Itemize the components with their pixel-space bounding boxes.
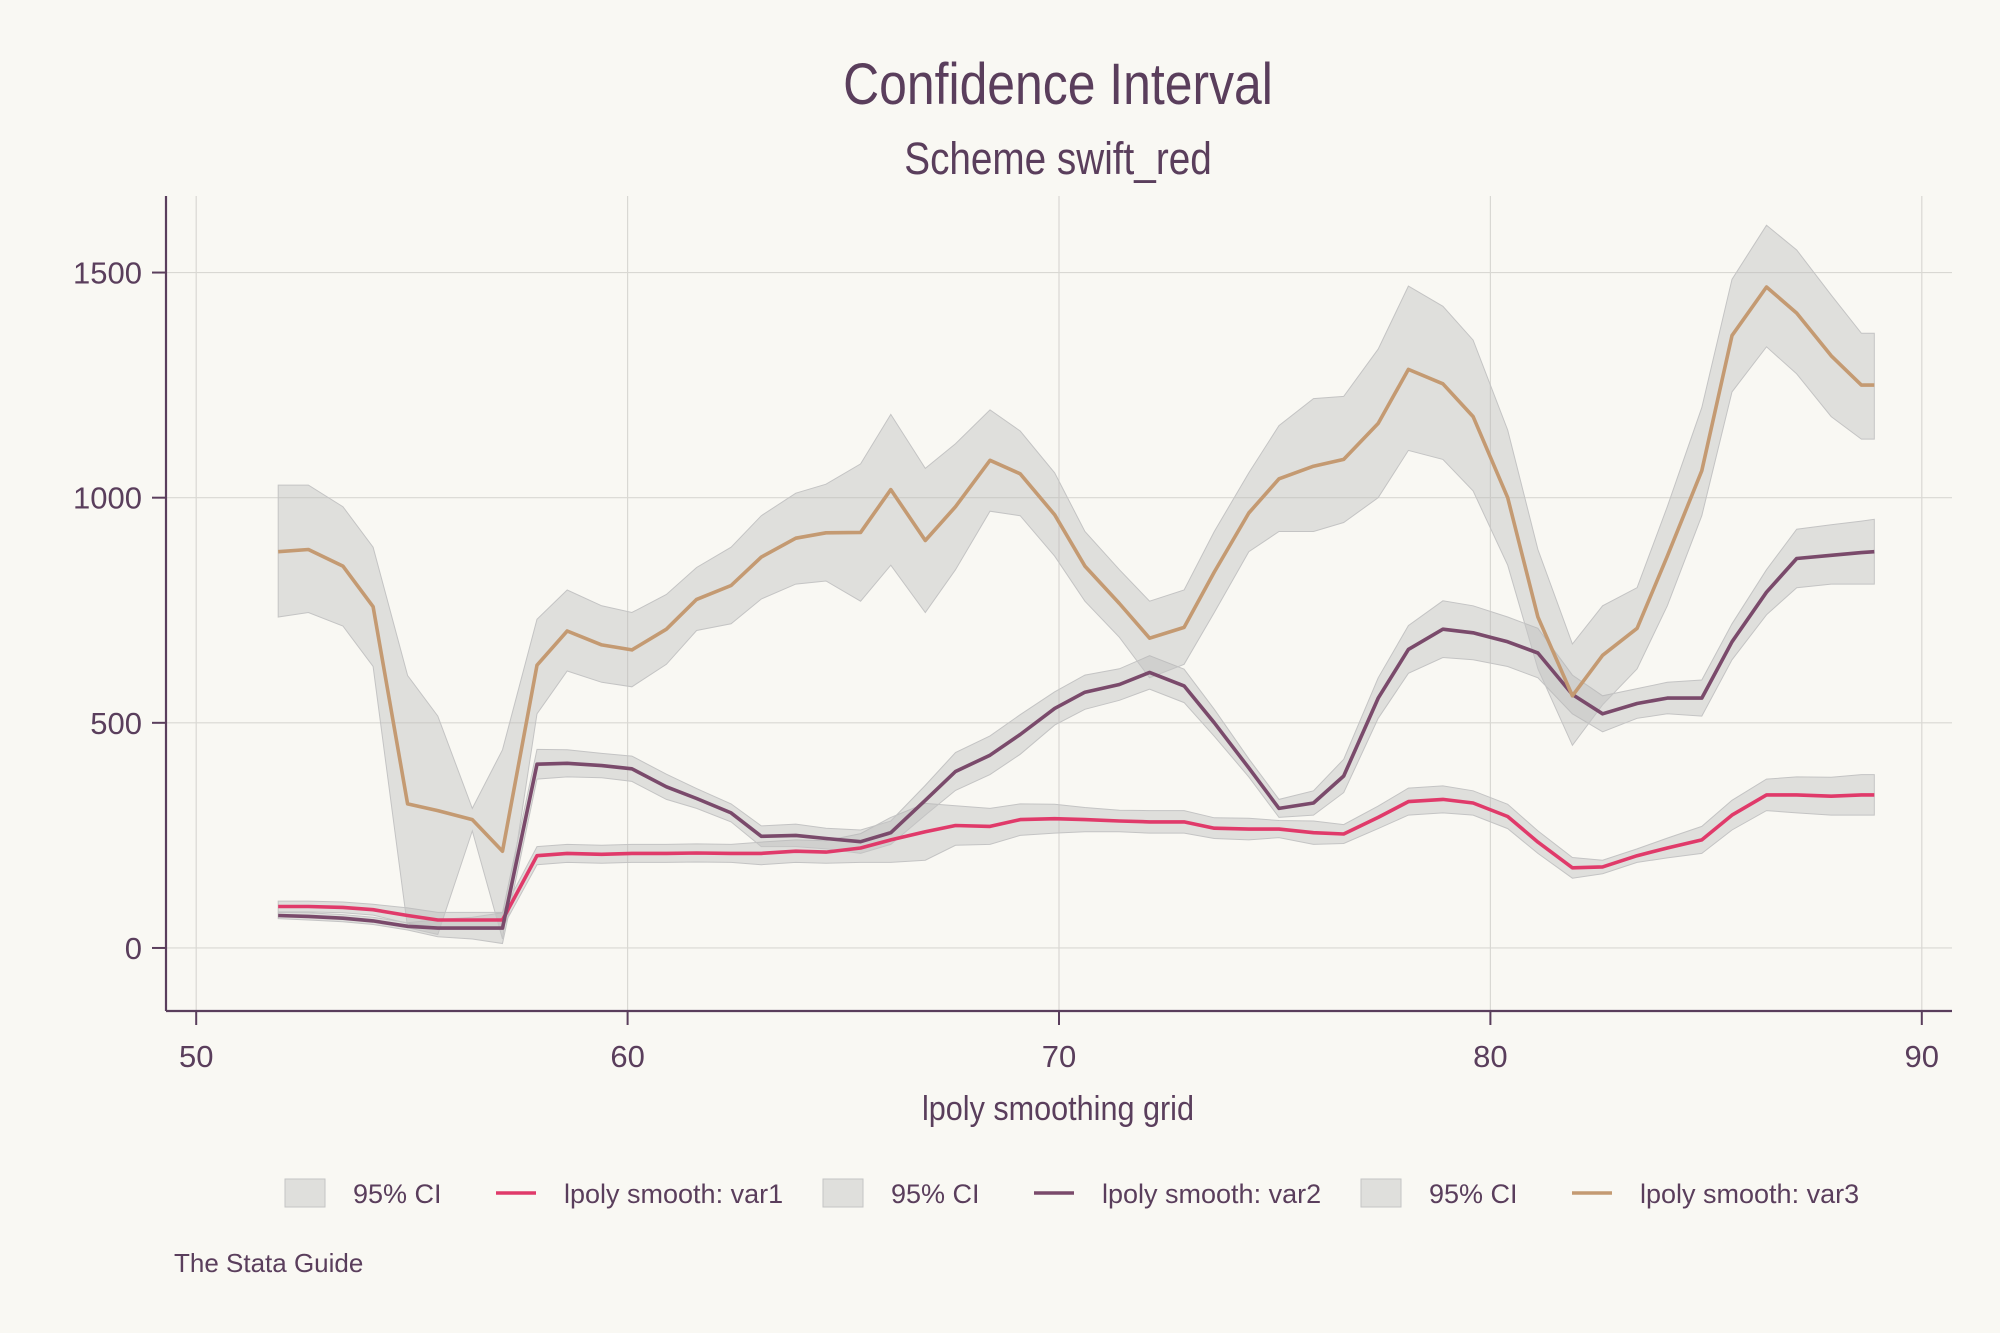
legend-item-5: 95% CI bbox=[1360, 1178, 1518, 1209]
axes: 0 500 1000 1500 50 60 70 80 90 bbox=[73, 196, 1952, 1074]
legend-label: lpoly smooth: var2 bbox=[1102, 1179, 1321, 1209]
legend-label: 95% CI bbox=[353, 1179, 442, 1209]
legend: 95% CI lpoly smooth: var1 95% CI lpoly smoo… bbox=[284, 1178, 1859, 1209]
legend-item-6: lpoly smooth: var3 bbox=[1572, 1179, 1859, 1209]
legend-label: lpoly smooth: var3 bbox=[1640, 1179, 1859, 1209]
ci-band-2 bbox=[277, 518, 1875, 945]
source-note: The Stata Guide bbox=[174, 1248, 363, 1278]
legend-swatch-ci bbox=[284, 1178, 326, 1208]
legend-item-4: lpoly smooth: var2 bbox=[1034, 1179, 1321, 1209]
legend-swatch-ci bbox=[822, 1178, 864, 1208]
grid-lines bbox=[166, 196, 1952, 1011]
x-axis-label: lpoly smoothing grid bbox=[922, 1090, 1194, 1128]
chart-subtitle: Scheme swift_red bbox=[904, 133, 1211, 183]
x-tick-label-70: 70 bbox=[1042, 1039, 1076, 1074]
x-tick-label-50: 50 bbox=[179, 1039, 213, 1074]
legend-item-3: 95% CI bbox=[822, 1178, 980, 1209]
series-line-var3 bbox=[278, 285, 1875, 854]
legend-label: 95% CI bbox=[1429, 1179, 1518, 1209]
smooth-lines bbox=[278, 285, 1875, 930]
x-tick-label-80: 80 bbox=[1473, 1039, 1507, 1074]
legend-item-1: 95% CI bbox=[284, 1178, 442, 1209]
x-tick-label-90: 90 bbox=[1905, 1039, 1939, 1074]
ci-band-3 bbox=[277, 224, 1875, 940]
ci-band-1 bbox=[277, 774, 1875, 929]
confidence-bands bbox=[277, 224, 1875, 945]
legend-item-2: lpoly smooth: var1 bbox=[496, 1179, 783, 1209]
chart-title: Confidence Interval bbox=[843, 53, 1273, 117]
legend-label: lpoly smooth: var1 bbox=[564, 1179, 783, 1209]
y-tick-label-1000: 1000 bbox=[73, 481, 142, 516]
y-tick-label-0: 0 bbox=[125, 931, 142, 966]
legend-label: 95% CI bbox=[891, 1179, 980, 1209]
y-tick-label-500: 500 bbox=[90, 706, 142, 741]
x-tick-label-60: 60 bbox=[610, 1039, 644, 1074]
series-line-var2 bbox=[278, 549, 1875, 930]
series-line-var1 bbox=[278, 793, 1875, 922]
y-tick-label-1500: 1500 bbox=[73, 256, 142, 291]
legend-swatch-ci bbox=[1360, 1178, 1402, 1208]
